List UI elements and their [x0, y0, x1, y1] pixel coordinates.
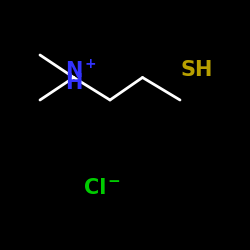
Text: Cl: Cl	[84, 178, 106, 198]
Text: +: +	[84, 57, 96, 71]
Text: SH: SH	[180, 60, 212, 80]
Text: N: N	[65, 61, 82, 81]
Text: H: H	[65, 72, 82, 92]
Text: −: −	[108, 174, 120, 189]
